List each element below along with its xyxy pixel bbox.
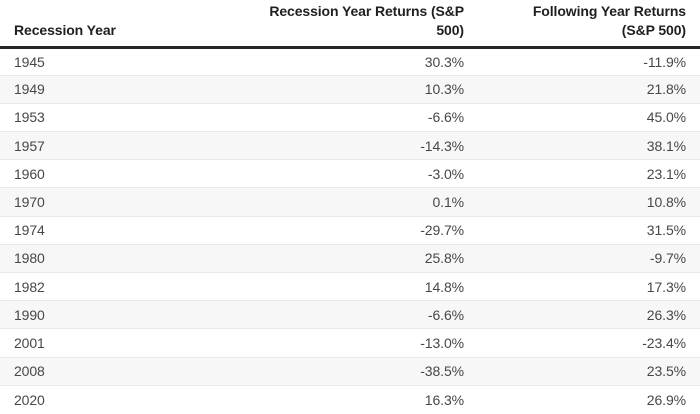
row-recession-return-cell: -3.0%	[250, 159, 478, 188]
row-recession-return-cell: -14.3%	[250, 131, 478, 160]
row-following-return-cell: -9.7%	[478, 243, 700, 273]
row-year-cell: 1945	[14, 53, 45, 70]
header-row: Recession Year Recession Year Returns (S…	[0, 0, 700, 49]
row-recession-return-cell: 14.8%	[250, 271, 478, 301]
header-label-recession-year: Recession Year	[14, 21, 116, 38]
row-following-return-cell: -23.4%	[478, 328, 700, 358]
table-row: 1980 25.8% -9.7%	[0, 243, 700, 273]
table-row: 1945 30.3% -11.9%	[0, 47, 700, 75]
row-recession-return-cell: 0.1%	[250, 187, 478, 217]
row-year-cell: 1949	[0, 74, 250, 104]
table-row: 1990 -6.6% 26.3%	[0, 300, 700, 329]
row-recession-return-cell: -6.6%	[250, 300, 478, 329]
row-year-cell: 1990	[0, 300, 250, 329]
table-row: 1953 -6.6% 45.0%	[0, 102, 700, 132]
table-body: 1945 30.3% -11.9% 1949 10.3% 21.8% 1953 -6.6% 45…	[0, 47, 700, 414]
row-recession-return-cell: -6.6%	[250, 102, 478, 132]
row-recession-return-cell: 25.8%	[250, 243, 478, 273]
table-row: 1957 -14.3% 38.1%	[0, 131, 700, 160]
header-label-recession-returns-line2: 500)	[436, 21, 464, 38]
row-following-return-cell: -11.9%	[643, 53, 686, 70]
row-following-return-cell: 38.1%	[478, 131, 700, 160]
row-year-cell: 1982	[0, 271, 250, 301]
table-row: 1974 -29.7% 31.5%	[0, 215, 700, 245]
row-following-return-cell: 26.9%	[478, 384, 700, 414]
header-cell-following-returns: Following Year Returns (S&P 500)	[478, 0, 700, 49]
row-recession-return-cell: 10.3%	[250, 74, 478, 104]
row-following-return-cell: 26.3%	[478, 300, 700, 329]
table-row: 2020 16.3% 26.9%	[0, 384, 700, 414]
row-year-cell: 2020	[0, 384, 250, 414]
table-header: Recession Year Recession Year Returns (S…	[0, 0, 700, 49]
header-cell-recession-returns: Recession Year Returns (S&P 500)	[250, 0, 478, 49]
row-recession-return-cell: -38.5%	[250, 356, 478, 386]
table-row: 1970 0.1% 10.8%	[0, 187, 700, 217]
row-recession-return-cell: 16.3%	[250, 384, 478, 414]
row-following-return-cell: 23.5%	[478, 356, 700, 386]
table-row: 2008 -38.5% 23.5%	[0, 356, 700, 386]
row-year-cell: 1960	[0, 159, 250, 188]
header-label-following-returns-line1: Following Year Returns	[532, 2, 686, 19]
row-year-cell: 2001	[0, 328, 250, 358]
table-row: 1949 10.3% 21.8%	[0, 74, 700, 104]
row-year-cell: 2008	[0, 356, 250, 386]
row-year-cell: 1970	[0, 187, 250, 217]
row-following-return-cell: 23.1%	[478, 159, 700, 188]
header-label-recession-returns-line1: Recession Year Returns (S&P	[269, 2, 464, 19]
header-label-following-returns-line2: (S&P 500)	[621, 21, 686, 38]
row-year-cell: 1974	[0, 215, 250, 245]
row-year-cell: 1957	[0, 131, 250, 160]
row-year-cell: 1980	[0, 243, 250, 273]
row-following-return-cell: 31.5%	[478, 215, 700, 245]
table-row: 1982 14.8% 17.3%	[0, 271, 700, 301]
row-recession-return-cell: 30.3%	[424, 53, 464, 70]
row-following-return-cell: 17.3%	[478, 271, 700, 301]
row-following-return-cell: 45.0%	[478, 102, 700, 132]
row-year-cell: 1953	[0, 102, 250, 132]
table-row: 2001 -13.0% -23.4%	[0, 328, 700, 358]
row-following-return-cell: 10.8%	[478, 187, 700, 217]
header-cell-recession-year: Recession Year	[0, 0, 250, 49]
table-row: 1960 -3.0% 23.1%	[0, 159, 700, 188]
row-following-return-cell: 21.8%	[478, 74, 700, 104]
row-recession-return-cell: -29.7%	[250, 215, 478, 245]
row-recession-return-cell: -13.0%	[250, 328, 478, 358]
